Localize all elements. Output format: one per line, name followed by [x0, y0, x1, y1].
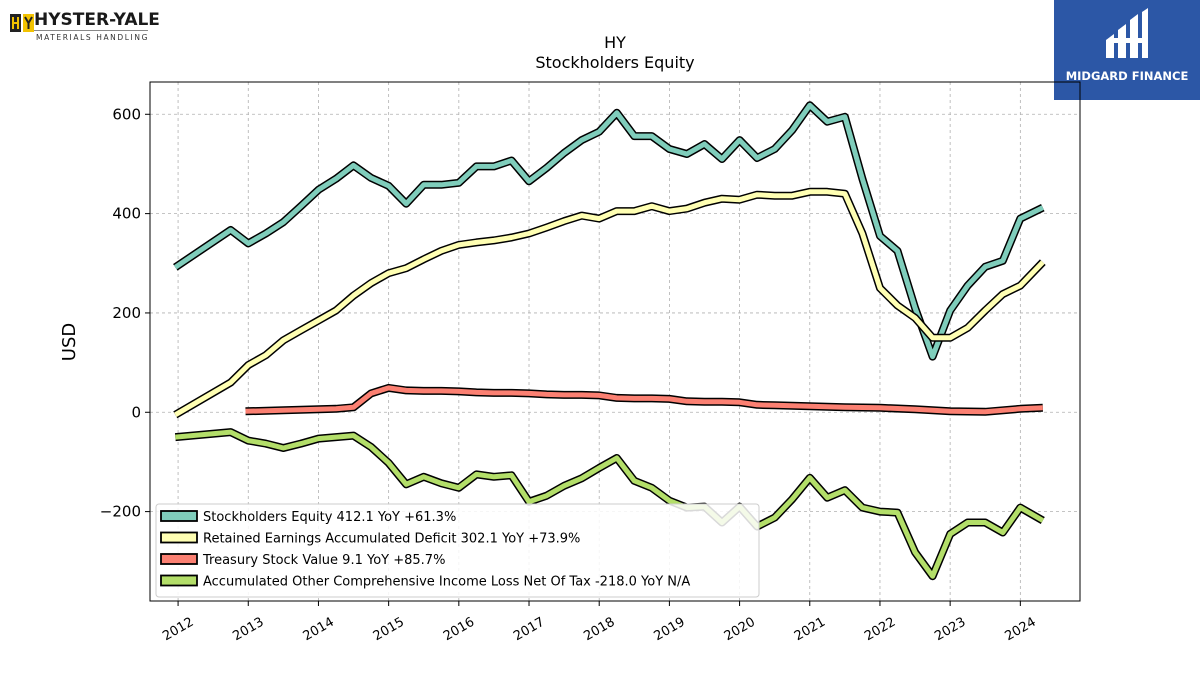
- x-tick-label: 2019: [652, 615, 688, 645]
- midgard-emblem-icon: [1106, 8, 1148, 58]
- y-tick-label: 0: [131, 403, 141, 421]
- x-tick-label: 2024: [1003, 615, 1039, 645]
- legend-swatch: [160, 574, 198, 587]
- x-tick-label: 2018: [581, 615, 617, 645]
- y-tick-label: 200: [112, 304, 141, 322]
- chart-title: HY: [604, 33, 626, 52]
- logo-divider: [34, 30, 148, 31]
- midgard-finance-badge: MIDGARD FINANCE: [1054, 0, 1200, 100]
- x-tick-label: 2016: [441, 615, 477, 645]
- chart-subtitle: Stockholders Equity: [535, 53, 694, 72]
- company-name: HYSTER-YALE: [34, 10, 160, 30]
- y-tick-label: −200: [100, 503, 141, 521]
- x-tick-label: 2013: [230, 615, 266, 645]
- x-tick-label: 2015: [371, 615, 407, 645]
- legend: Stockholders Equity 412.1 YoY +61.3% Reta…: [155, 503, 760, 598]
- legend-entry-label: Accumulated Other Comprehensive Income L…: [203, 575, 690, 590]
- series-lines: [173, 101, 1046, 581]
- x-tick-label: 2017: [511, 615, 547, 645]
- legend-swatch: [160, 510, 198, 522]
- y-tick-label: 600: [112, 105, 141, 123]
- x-tick-label: 2012: [160, 615, 196, 645]
- x-tick-label: 2021: [792, 615, 828, 645]
- badge-text: MIDGARD FINANCE: [1065, 69, 1189, 83]
- plot-area: [149, 81, 1081, 602]
- legend-entry-label: Treasury Stock Value 9.1 YoY +85.7%: [202, 553, 445, 568]
- x-tick-label: 2020: [722, 615, 758, 645]
- x-tick-label: 2014: [301, 615, 337, 645]
- series-line-treasury-stock-value: [245, 385, 1043, 415]
- series-line-retained-earnings-accumulated-deficit: [174, 189, 1045, 417]
- legend-swatch: [160, 531, 198, 544]
- y-axis-label: USD: [59, 323, 80, 361]
- x-tick-label: 2022: [862, 615, 898, 645]
- y-tick-label: 400: [112, 205, 141, 223]
- series-line-stockholders-equity: [173, 102, 1044, 360]
- legend-entry-label: Retained Earnings Accumulated Deficit 30…: [203, 532, 580, 547]
- legend-box: [155, 503, 760, 598]
- hyster-yale-emblem-icon: [10, 14, 34, 32]
- legend-entry-label: Stockholders Equity 412.1 YoY +61.3%: [203, 510, 456, 525]
- hyster-yale-logo: [8, 10, 158, 46]
- series-line-accumulated-other-comprehensive-income-loss-net-of-tax: [175, 429, 1045, 579]
- legend-swatch: [160, 553, 198, 565]
- company-subtitle: MATERIALS HANDLING: [36, 33, 149, 42]
- x-tick-label: 2023: [932, 615, 968, 645]
